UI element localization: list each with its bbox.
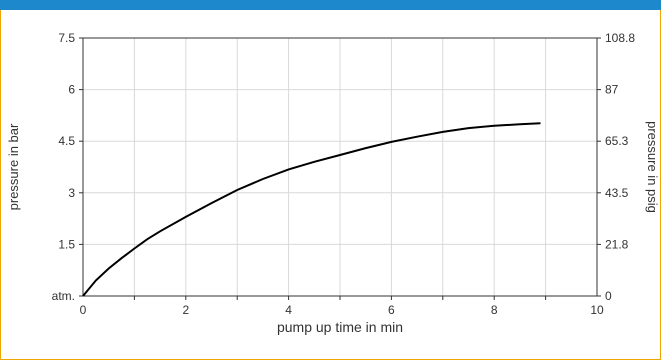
y-axis-label-left: pressure in bar [6, 123, 21, 210]
y-right-tick-label: 0 [605, 289, 612, 303]
y-left-tick-label: 1.5 [58, 237, 75, 251]
y-left-tick-label: 4.5 [58, 134, 75, 148]
top-bar [0, 0, 661, 10]
grid-lines [83, 38, 597, 296]
x-tick-label: 2 [182, 303, 189, 317]
y-right-tick-labels: 0 21.8 43.5 65.3 87 108.8 [605, 31, 635, 303]
y-left-tick-label: 3 [68, 186, 75, 200]
series-line [82, 122, 541, 297]
y-left-tick-labels: atm. 1.5 3 4.5 6 7.5 [52, 31, 76, 303]
x-tick-label: 8 [491, 303, 498, 317]
y-right-tick-label: 21.8 [605, 237, 629, 251]
x-tick-label: 6 [388, 303, 395, 317]
y-axis-label-right: pressure in psig [645, 121, 660, 213]
x-tick-label: 4 [285, 303, 292, 317]
y-right-tick-label: 43.5 [605, 186, 629, 200]
x-tick-label: 10 [590, 303, 604, 317]
y-left-tick-label: atm. [52, 289, 75, 303]
y-left-tick-label: 7.5 [58, 31, 75, 45]
y-right-tick-label: 87 [605, 83, 619, 97]
x-tick-labels: 0 2 4 6 8 10 [80, 303, 604, 317]
x-tick-label: 0 [80, 303, 87, 317]
y-right-tick-label: 108.8 [605, 31, 635, 45]
axis-ticks [79, 37, 601, 300]
plot-area [82, 37, 598, 297]
x-axis-label: pump up time in min [277, 319, 403, 335]
y-left-tick-label: 6 [68, 83, 75, 97]
y-right-tick-label: 65.3 [605, 134, 629, 148]
